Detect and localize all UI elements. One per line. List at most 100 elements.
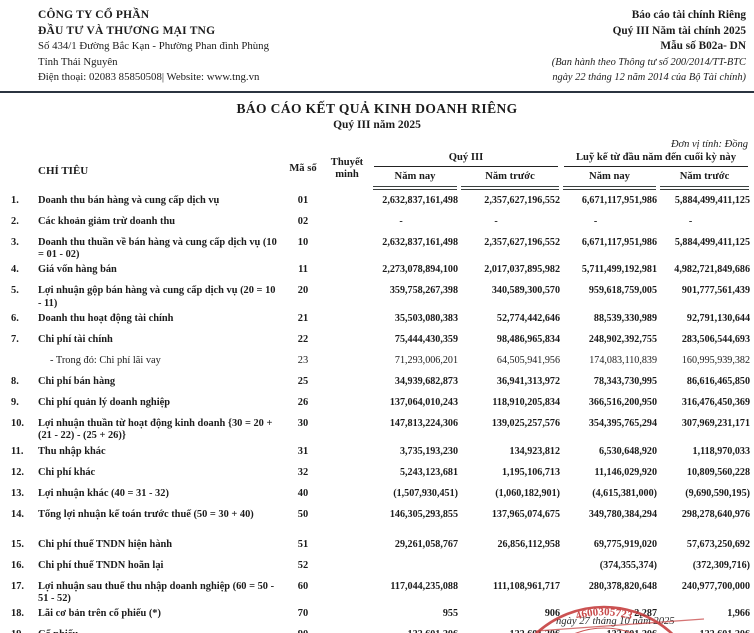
- value-ytd-prior: -: [688, 215, 693, 227]
- row-code: 10: [297, 236, 309, 248]
- col-group-quarter: Quý III: [374, 152, 558, 167]
- value-quarter-current: 146,305,293,855: [389, 508, 458, 520]
- value-quarter-current: -: [399, 215, 403, 227]
- row-code: 25: [297, 375, 309, 387]
- value-quarter-prior: 64,505,941,956: [496, 354, 560, 366]
- value-quarter-current: 75,444,430,359: [394, 333, 458, 345]
- value-ytd-current: 78,343,730,995: [593, 375, 657, 387]
- report-subtitle: Quý III năm 2025: [333, 118, 421, 131]
- value-ytd-prior: 4,982,721,849,686: [674, 264, 750, 276]
- value-quarter-current: 117,044,235,088: [390, 580, 458, 592]
- value-quarter-prior: 137,965,074,675: [491, 508, 560, 520]
- company-contact: Điện thoại: 02083 85850508| Website: www…: [38, 71, 260, 83]
- value-quarter-prior: 1,195,106,713: [501, 466, 560, 478]
- value-ytd-current: 2,287: [634, 608, 657, 620]
- table-row: 10. Lợi nhuận thuần từ hoạt động kinh do…: [10, 415, 751, 443]
- row-number: 4.: [11, 264, 19, 276]
- value-quarter-current: 2,273,078,894,100: [382, 264, 458, 276]
- table-row: 17. Lợi nhuận sau thuế thu nhập doanh ng…: [10, 578, 751, 606]
- value-quarter-current: 5,243,123,681: [399, 466, 458, 478]
- row-number: 2.: [11, 215, 19, 227]
- row-label: Lợi nhuận sau thuế thu nhập doanh nghiệp…: [38, 580, 275, 605]
- value-ytd-prior: 307,969,231,171: [681, 417, 750, 429]
- value-ytd-current: 248,902,392,755: [588, 333, 657, 345]
- value-quarter-current: 122,601,206: [371, 629, 459, 633]
- col-header-ytd-current: Năm nay: [589, 170, 630, 182]
- row-label: Lãi cơ bản trên cổ phiếu (*): [38, 608, 161, 620]
- row-number: 1.: [11, 194, 19, 206]
- row-code: 90: [283, 629, 323, 633]
- value-ytd-prior: 57,673,250,692: [686, 538, 750, 550]
- row-number: 12.: [11, 466, 24, 478]
- row-number: 14.: [11, 508, 24, 520]
- row-number: 16.: [11, 559, 24, 571]
- row-label: Lợi nhuận thuần từ hoạt động kinh doanh …: [38, 417, 273, 442]
- value-quarter-current: 3,735,193,230: [399, 445, 458, 457]
- value-quarter-prior: (1,060,182,901): [495, 487, 560, 499]
- row-code: 31: [297, 445, 309, 457]
- table-row: 9. Chi phí quản lý doanh nghiệp 26 137,0…: [10, 394, 751, 415]
- value-ytd-prior: 298,278,640,976: [681, 508, 750, 520]
- row-label: Doanh thu bán hàng và cung cấp dịch vụ: [38, 194, 220, 206]
- value-quarter-current: 359,758,267,398: [389, 285, 458, 297]
- company-address-line1: Số 434/1 Đường Bắc Kạn - Phường Phan đìn…: [38, 40, 269, 52]
- row-label: Doanh thu hoạt động tài chính: [38, 312, 174, 324]
- table-row: 19. Cổ phiếu 90 122,601,206 122,601,206 …: [10, 627, 751, 633]
- value-quarter-current: (1,507,930,451): [393, 487, 458, 499]
- value-ytd-current: 349,780,384,294: [588, 508, 657, 520]
- col-header-notes: Thuyết minh: [330, 156, 364, 180]
- row-label: Chi phí bán hàng: [38, 375, 116, 387]
- row-label: - Trong đó: Chi phí lãi vay: [50, 354, 161, 366]
- row-code: 23: [297, 354, 309, 366]
- value-ytd-prior: 160,995,939,382: [681, 354, 750, 366]
- value-ytd-prior: 5,884,499,411,125: [674, 194, 750, 206]
- rule-segment: [660, 185, 749, 190]
- row-number: 8.: [11, 375, 19, 387]
- report-type: Báo cáo tài chính Riêng: [631, 9, 746, 21]
- col-header-code: Mã số: [289, 163, 317, 174]
- report-title: BÁO CÁO KẾT QUẢ KINH DOANH RIÊNG: [236, 100, 518, 116]
- row-code: 51: [297, 538, 309, 550]
- value-ytd-prior: 316,476,450,369: [681, 396, 750, 408]
- value-ytd-prior: 1,118,970,033: [692, 445, 750, 457]
- table-header: CHỈ TIÊU Mã số Thuyết minh Quý III Luỹ k…: [10, 152, 751, 186]
- stamp-number: 4600305723: [574, 606, 634, 622]
- col-header-q-current: Năm nay: [394, 170, 436, 182]
- row-code: 21: [297, 312, 309, 324]
- table-row: 3. Doanh thu thuần về bán hàng và cung c…: [10, 234, 751, 262]
- row-number: 18.: [11, 608, 24, 620]
- value-quarter-prior: 906: [544, 608, 560, 620]
- value-ytd-prior: 122,601,206: [658, 629, 751, 633]
- value-quarter-current: 29,261,058,767: [394, 538, 458, 550]
- table-row: 18. Lãi cơ bản trên cổ phiếu (*) 70 955 …: [10, 606, 751, 627]
- col-group-ytd: Luỹ kế từ đầu năm đến cuối kỳ này: [564, 152, 748, 167]
- row-label: Chi phí thuế TNDN hoãn lại: [38, 559, 164, 571]
- value-quarter-current: 955: [442, 608, 458, 620]
- row-label: Thu nhập khác: [38, 445, 106, 457]
- value-ytd-current: 366,516,200,950: [588, 396, 657, 408]
- row-number: 19.: [10, 629, 38, 633]
- rule-segment: [373, 185, 457, 190]
- income-statement-table: CHỈ TIÊU Mã số Thuyết minh Quý III Luỹ k…: [0, 152, 754, 633]
- row-code: 70: [297, 608, 309, 620]
- row-code: 20: [297, 285, 309, 297]
- value-ytd-prior: 240,977,700,000: [681, 580, 750, 592]
- value-quarter-prior: 52,774,442,646: [496, 312, 560, 324]
- col-header-q-prior: Năm trước: [485, 170, 535, 182]
- unit-note: Đơn vị tính: Đồng: [670, 138, 748, 150]
- value-quarter-prior: 134,923,812: [509, 445, 560, 457]
- row-number: 17.: [11, 580, 24, 592]
- value-quarter-current: 34,939,682,873: [394, 375, 458, 387]
- value-quarter-current: 2,632,837,161,498: [382, 236, 458, 248]
- value-quarter-prior: 2,357,627,196,552: [484, 236, 560, 248]
- value-ytd-current: 69,775,919,020: [593, 538, 657, 550]
- value-ytd-current: -: [593, 215, 598, 227]
- value-ytd-current: 6,671,117,951,986: [581, 194, 657, 206]
- row-number: 9.: [11, 396, 19, 408]
- company-name-line2: ĐẦU TƯ VÀ THƯƠNG MẠI TNG: [38, 24, 216, 37]
- row-number: 5.: [11, 285, 19, 297]
- row-number: 11.: [11, 445, 24, 457]
- value-quarter-current: 147,813,224,306: [389, 417, 458, 429]
- value-quarter-prior: 2,357,627,196,552: [484, 194, 560, 206]
